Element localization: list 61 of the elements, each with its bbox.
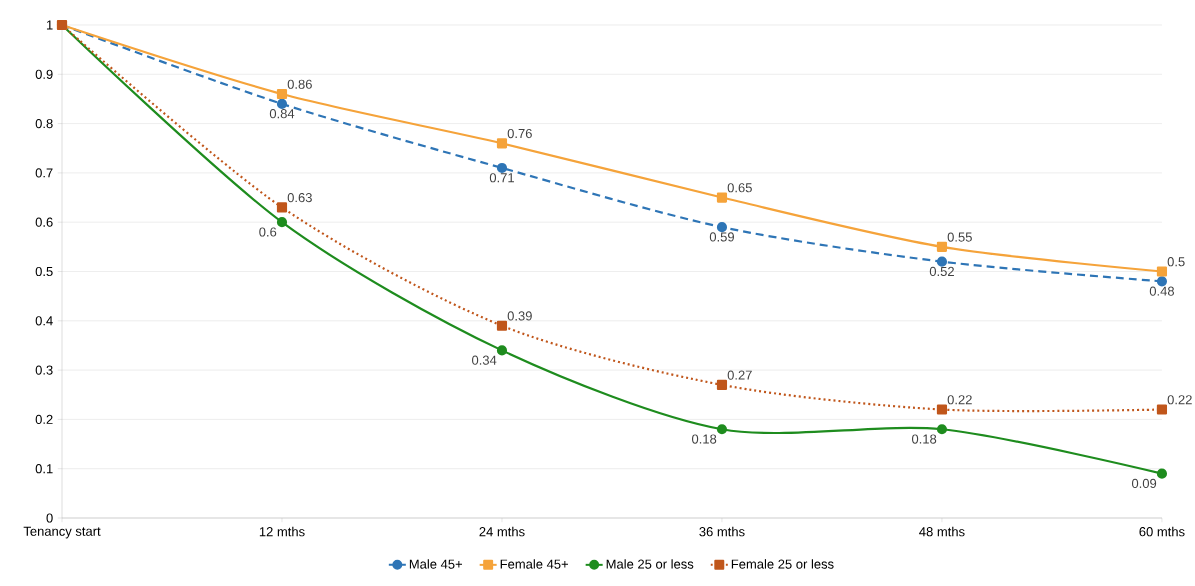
point	[1156, 266, 1168, 277]
y-tick-label: 1	[46, 20, 53, 30]
y-tick-label: 0.2	[35, 414, 53, 424]
data-label: 0.6	[259, 227, 277, 237]
legend-label: Female 25 or less	[731, 559, 834, 569]
y-tick-label: 0	[46, 513, 53, 523]
point	[936, 256, 948, 267]
y-tick-label: 0.9	[35, 69, 53, 79]
point	[496, 320, 508, 331]
data-label: 0.59	[709, 232, 734, 242]
point	[276, 98, 288, 109]
point	[716, 222, 728, 233]
data-label: 0.76	[507, 128, 532, 139]
point	[936, 404, 948, 415]
x-tick-label: 12 mths	[259, 526, 305, 537]
x-tick-label: Tenancy start	[23, 526, 101, 539]
point	[496, 345, 508, 356]
legend-label: Male 25 or less	[606, 559, 694, 569]
data-label: 0.71	[489, 173, 514, 183]
x-tick-label: 36 mths	[699, 526, 745, 537]
data-label: 0.84	[269, 109, 295, 119]
data-label: 0.27	[727, 370, 752, 380]
point	[1156, 468, 1168, 479]
legend-label: Female 45+	[500, 559, 569, 569]
data-label: 0.52	[929, 266, 954, 277]
data-label: 0.48	[1149, 286, 1175, 296]
data-label: 0.86	[287, 79, 312, 89]
y-tick-label: 0.7	[35, 168, 53, 178]
data-label: 0.39	[507, 311, 532, 321]
data-label: 0.22	[1167, 395, 1192, 405]
point	[496, 138, 508, 149]
data-label: 0.18	[692, 434, 717, 444]
data-label: 0.55	[947, 232, 972, 242]
point	[276, 202, 288, 213]
point	[716, 424, 728, 435]
data-label: 0.18	[911, 434, 937, 444]
point	[1156, 404, 1168, 415]
point	[496, 162, 508, 174]
point	[1156, 276, 1168, 287]
y-tick-label: 0.5	[35, 266, 53, 277]
point	[936, 241, 948, 252]
data-label: 0.5	[1167, 257, 1185, 267]
data-label: 0.63	[287, 193, 312, 203]
data-label: 0.22	[947, 395, 972, 405]
y-tick-label: 0.8	[35, 118, 53, 129]
y-tick-label: 0.4	[35, 316, 53, 326]
data-label: 0.65	[727, 183, 752, 193]
point	[276, 88, 288, 100]
y-tick-label: 0.6	[35, 217, 53, 227]
y-tick-label: 0.3	[35, 365, 53, 375]
data-label: 0.34	[472, 355, 497, 365]
point	[276, 217, 288, 228]
x-tick-label: 60 mths	[1139, 526, 1185, 537]
y-tick-label: 0.1	[35, 464, 53, 474]
point	[716, 379, 728, 390]
legend-label: Male 45+	[409, 559, 463, 569]
data-label: 0.09	[1131, 478, 1157, 489]
x-tick-label: 24 mths	[479, 526, 525, 537]
x-tick-label: 48 mths	[919, 526, 965, 537]
point	[936, 424, 948, 435]
point	[716, 192, 728, 203]
